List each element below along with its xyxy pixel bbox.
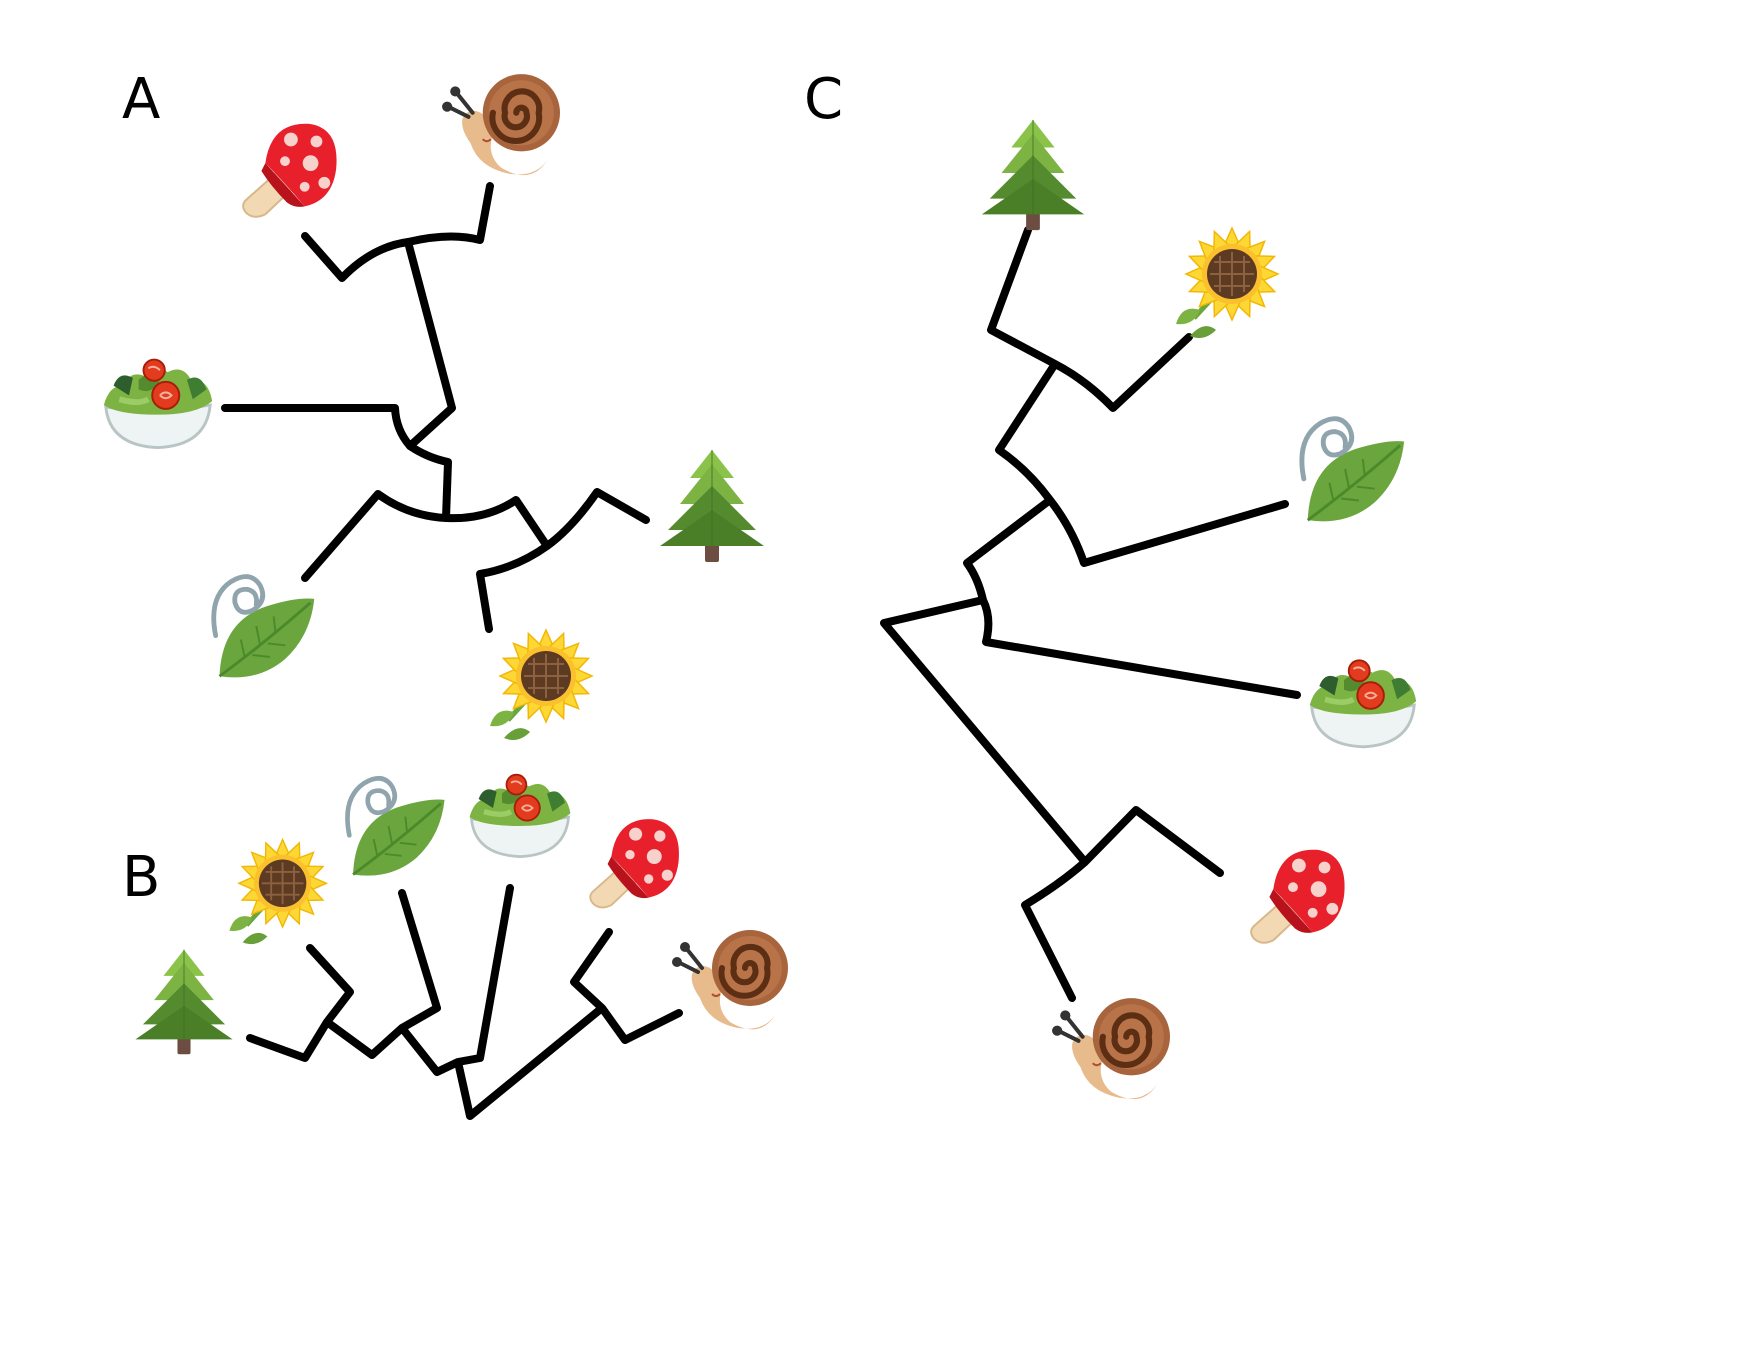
sunflower-icon [229,840,326,945]
panel-label-a: A [122,67,160,132]
panel-label-c: C [804,67,843,132]
sunflower-icon [490,630,592,740]
spinach-leaf-icon [1302,419,1404,522]
salad-icon [104,360,212,448]
evergreen-tree-icon [980,118,1086,232]
evergreen-tree-icon [134,948,234,1056]
panel-label-b: B [122,845,160,910]
spinach-leaf-icon [347,778,444,875]
snail-icon [442,74,560,175]
branches-c [880,226,1301,1002]
snail-icon [1052,998,1170,1099]
tree-panel-b [134,775,788,1120]
sunflower-icon [1176,228,1278,338]
tree-panel-c [880,118,1416,1099]
evergreen-tree-icon [659,449,765,563]
snail-icon [672,930,788,1029]
branches-b [246,884,683,1120]
mushroom-icon [1250,848,1346,944]
salad-icon [1310,660,1416,746]
spinach-leaf-icon [214,577,315,678]
mushroom-icon [589,818,680,909]
salad-icon [470,775,571,857]
branches-a [221,182,650,633]
mushroom-icon [242,122,338,218]
tree-panel-a [104,74,765,740]
